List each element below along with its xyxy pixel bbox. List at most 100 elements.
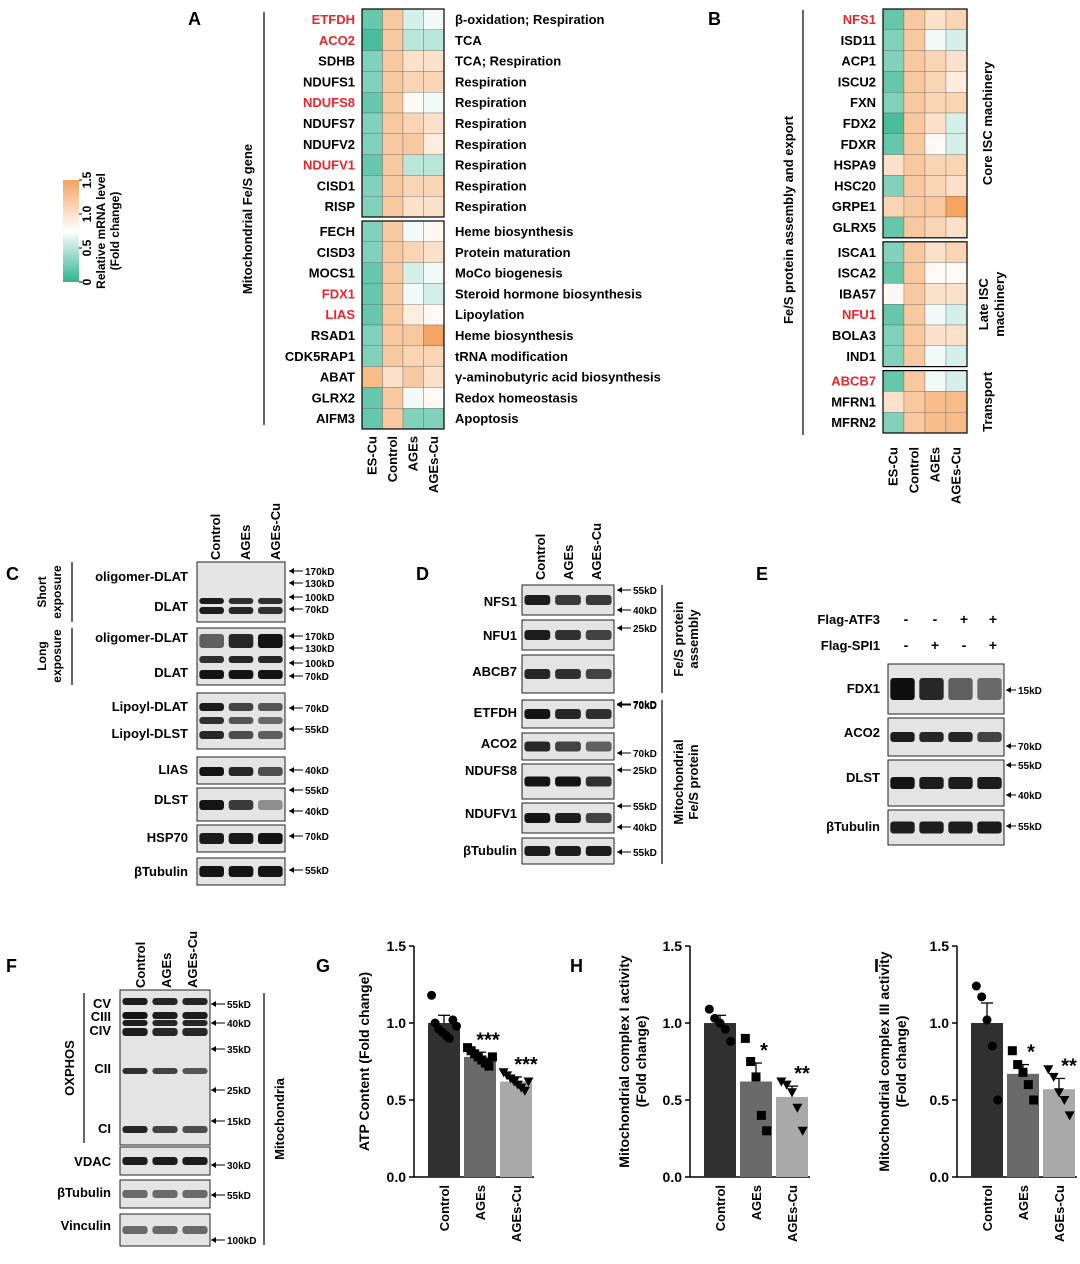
data-point xyxy=(971,981,981,991)
heatmap-cell xyxy=(382,71,404,93)
complex-label: CV xyxy=(93,996,111,1011)
heatmap-cell xyxy=(945,345,968,367)
group-label: assembly xyxy=(686,609,701,669)
data-point xyxy=(982,1015,992,1025)
heatmap-cell xyxy=(924,391,947,413)
blot-band xyxy=(555,595,581,605)
blot-band xyxy=(182,1068,208,1074)
condition-sign: + xyxy=(989,611,997,627)
heatmap-cell xyxy=(903,262,926,284)
heatmap-cell xyxy=(882,324,905,346)
blot-band xyxy=(977,777,1002,789)
gene-label: ETFDH xyxy=(312,12,355,27)
heatmap-cell xyxy=(882,391,905,413)
heatmap-cell xyxy=(882,133,905,155)
blot-label: ETFDH xyxy=(474,705,517,720)
heatmap-cell xyxy=(882,112,905,134)
data-point xyxy=(787,1088,797,1098)
gene-label: FECH xyxy=(320,224,355,239)
blot-band xyxy=(258,598,283,604)
marker-label: 70kD xyxy=(633,749,657,760)
heatmap-cell xyxy=(382,387,404,409)
marker-arrow-head xyxy=(289,787,294,793)
marker-arrow-head xyxy=(289,606,294,612)
heatmap-cell xyxy=(382,50,404,72)
marker-arrow-head xyxy=(1006,792,1011,798)
data-point xyxy=(781,1080,792,1090)
heatmap-cell xyxy=(945,262,968,284)
function-label: tRNA modification xyxy=(455,349,568,364)
y-axis-label: ATP Content (Fold change) xyxy=(356,972,372,1151)
heatmap-cell xyxy=(924,71,947,93)
blot-label: HSP70 xyxy=(147,830,188,845)
marker-arrow-head xyxy=(211,1192,216,1198)
gene-label: RSAD1 xyxy=(311,328,355,343)
blot-band xyxy=(585,813,612,823)
blot-band xyxy=(890,777,915,789)
marker-arrow-head xyxy=(1006,687,1011,693)
heatmap-cell xyxy=(903,304,926,326)
heatmap-cell xyxy=(903,216,926,238)
marker-arrow-head xyxy=(211,1087,216,1093)
function-label: Apoptosis xyxy=(455,411,519,426)
blot-label: DLST xyxy=(154,792,188,807)
column-label: Control xyxy=(907,447,922,493)
blot-band xyxy=(524,741,551,752)
heatmap-cell xyxy=(903,50,926,72)
blot-label: DLST xyxy=(846,770,880,785)
blot-band xyxy=(122,1190,148,1198)
function-label: Steroid hormone biosynthesis xyxy=(455,286,642,301)
heatmap-cell xyxy=(924,370,947,392)
column-label: AGEs xyxy=(405,436,420,471)
y-tick-label: 0.5 xyxy=(663,1092,683,1108)
heatmap-cell xyxy=(402,133,424,155)
marker-arrow-head xyxy=(211,1020,216,1026)
heatmap-cell xyxy=(882,8,905,30)
heatmap-cell xyxy=(402,387,424,409)
gene-label: IBA57 xyxy=(839,286,876,301)
marker-arrow-head xyxy=(289,726,294,732)
blot-band xyxy=(555,776,581,787)
significance-marker: ** xyxy=(1061,1055,1077,1077)
heatmap-cell xyxy=(361,304,383,326)
blot-band xyxy=(182,1157,208,1165)
blot-band xyxy=(182,1190,208,1198)
blot-band xyxy=(122,1028,148,1036)
heatmap-cell xyxy=(882,175,905,197)
section-label: machinery xyxy=(992,271,1007,337)
marker-arrow-head xyxy=(617,625,622,631)
heatmap-cell xyxy=(423,283,445,305)
heatmap-cell xyxy=(382,175,404,197)
marker-arrow-head xyxy=(289,594,294,600)
gene-label: ACP1 xyxy=(841,54,876,69)
marker-arrow-head xyxy=(211,1118,216,1124)
panel-a-heatmap: A Mitochondrial Fe/S gene ETFDH β-oxidation… xyxy=(188,8,661,493)
bar xyxy=(776,1096,808,1177)
panel-letter: D xyxy=(416,564,429,584)
function-label: Respiration xyxy=(455,178,527,193)
heatmap-cell xyxy=(903,154,926,176)
gene-label: BOLA3 xyxy=(832,328,876,343)
colorbar-label: Relative mRNA level xyxy=(94,173,108,289)
heatmap-cell xyxy=(423,345,445,367)
heatmap-cell xyxy=(945,112,968,134)
heatmap-cell xyxy=(924,154,947,176)
condition-sign: - xyxy=(904,637,909,653)
gene-label: HSC20 xyxy=(834,178,876,193)
x-tick-label: AGEs xyxy=(1016,1185,1031,1220)
blot-band xyxy=(228,800,254,810)
column-label: AGEs xyxy=(928,447,943,482)
column-label: ES-Cu xyxy=(886,447,901,486)
blot-band xyxy=(258,703,283,711)
blot-label: NFS1 xyxy=(484,594,517,609)
marker-arrow-head xyxy=(617,803,622,809)
data-point xyxy=(444,1033,454,1043)
function-label: Respiration xyxy=(455,116,527,131)
blot-band xyxy=(258,866,283,877)
data-point xyxy=(1059,1096,1070,1105)
blot-band xyxy=(152,1020,178,1026)
blot-band xyxy=(182,998,208,1005)
heatmap-cell xyxy=(882,262,905,284)
gene-label: LIAS xyxy=(325,307,355,322)
blot-band xyxy=(199,800,224,810)
